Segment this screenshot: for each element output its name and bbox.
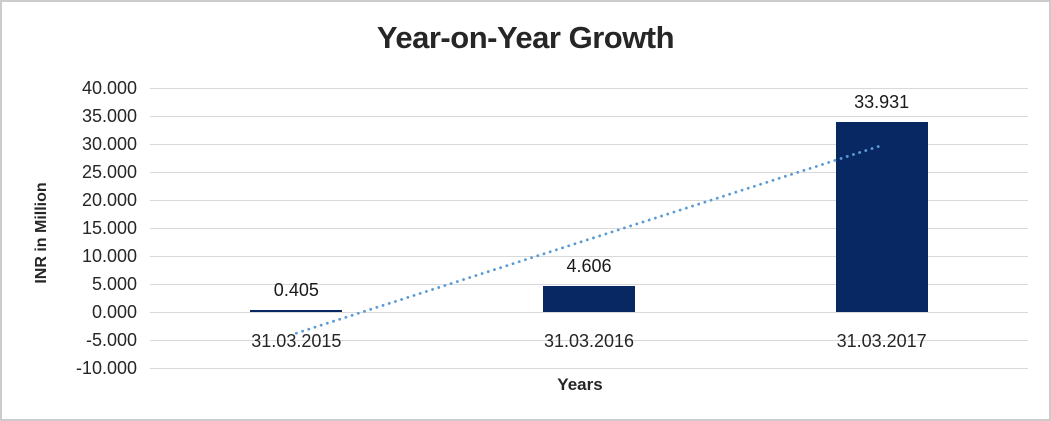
trendline-path <box>294 144 884 335</box>
bar <box>250 309 343 312</box>
gridline <box>150 340 1028 341</box>
gridline <box>150 200 1028 201</box>
trendline <box>294 144 884 335</box>
y-tick-label: 20.000 <box>81 190 137 210</box>
gridline <box>150 228 1028 229</box>
y-tick-label: 5.000 <box>91 274 137 294</box>
gridline <box>150 368 1028 369</box>
y-tick-label: -10.000 <box>75 358 137 378</box>
gridline <box>150 144 1028 145</box>
x-axis-title: Years <box>557 375 603 394</box>
y-tick-label: -5.000 <box>85 330 137 350</box>
x-category-label: 31.03.2017 <box>836 331 927 351</box>
gridline <box>150 284 1028 285</box>
y-tick-label: 10.000 <box>81 246 137 266</box>
y-tick-label: 0.000 <box>91 302 137 322</box>
gridline <box>150 172 1028 173</box>
bar-value-label: 33.931 <box>854 91 910 112</box>
gridline <box>150 116 1028 117</box>
bar-value-label: 0.405 <box>273 279 319 300</box>
gridline <box>150 256 1028 257</box>
y-tick-label: 35.000 <box>81 106 137 126</box>
y-tick-label: 30.000 <box>81 134 137 154</box>
gridline <box>150 312 1028 313</box>
chart-title: Year-on-Year Growth <box>376 20 675 55</box>
y-tick-label: 15.000 <box>81 218 137 238</box>
gridline <box>150 88 1028 89</box>
y-tick-label: 25.000 <box>81 162 137 182</box>
y-tick-label: 40.000 <box>81 78 137 98</box>
bar-value-label: 4.606 <box>566 256 612 277</box>
plot-area: 0.405 4.606 33.931 <box>150 88 1028 369</box>
x-category-label: 31.03.2016 <box>543 331 635 351</box>
x-category-label: 31.03.2015 <box>251 331 342 351</box>
bar <box>835 121 928 312</box>
bar <box>543 286 635 312</box>
